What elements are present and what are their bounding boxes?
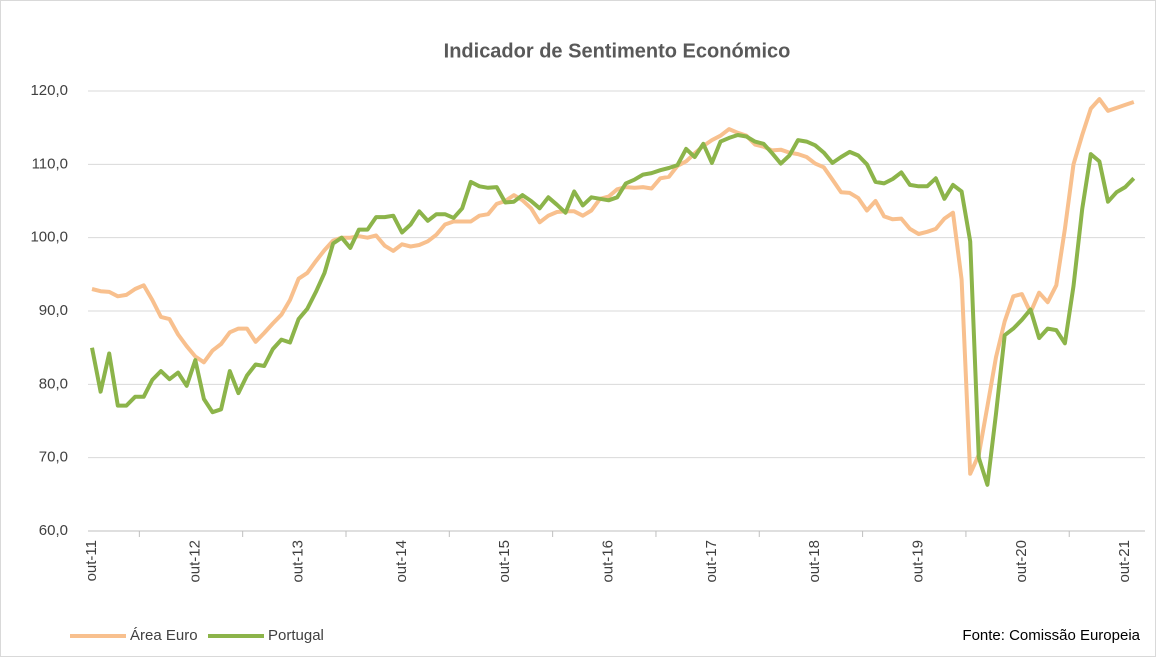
line-series [91, 97, 1135, 476]
legend-label: Área Euro [130, 627, 198, 644]
x-tick-label: out-21 [1116, 540, 1133, 583]
y-tick-label: 100,0 [30, 229, 68, 246]
x-tick-label: out-11 [83, 540, 100, 581]
source: Fonte: Comissão Europeia [962, 627, 1140, 644]
y-tick-label: 90,0 [39, 302, 68, 319]
x-tick-label: out-17 [703, 540, 720, 583]
legend-label: Portugal [268, 627, 324, 644]
x-tick-label: out-13 [290, 540, 307, 583]
x-tick-label: out-14 [393, 540, 410, 583]
x-tick-label: out-16 [600, 540, 617, 583]
y-tick-label: 110,0 [32, 155, 68, 172]
y-tick-label: 120,0 [30, 82, 68, 99]
y-tick-label: 80,0 [39, 375, 68, 392]
line-series [90, 133, 1136, 487]
x-tick-label: out-20 [1013, 540, 1030, 583]
chart-title: Indicador de Sentimento Económico [444, 40, 791, 62]
y-tick-label: 60,0 [39, 522, 68, 539]
x-tick-label: out-12 [186, 540, 203, 583]
y-tick-label: 70,0 [39, 449, 68, 466]
x-tick-label: out-15 [496, 540, 513, 583]
x-tick-label: out-18 [806, 540, 823, 583]
x-tick-label: out-19 [910, 540, 927, 583]
